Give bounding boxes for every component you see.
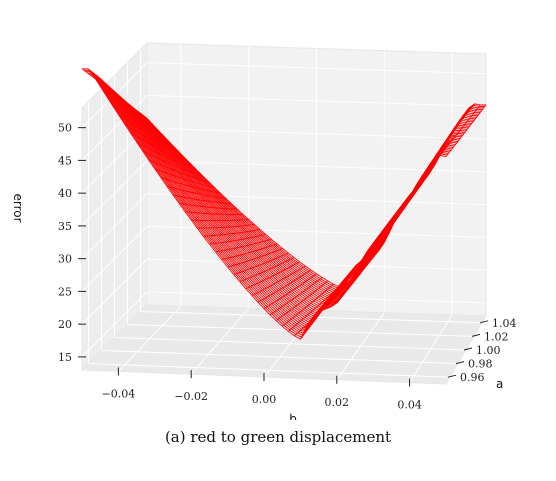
- z-tick-label: 40: [58, 187, 72, 200]
- y-axis-label: a: [496, 377, 503, 391]
- surface-line-b: [300, 273, 351, 340]
- surface-line-b: [439, 104, 481, 156]
- surface-line-b: [197, 224, 255, 229]
- surface-line-b: [263, 273, 317, 309]
- surface-line-b: [191, 219, 249, 222]
- axes-panes: [80, 41, 487, 385]
- y-tick-label: 0.96: [460, 371, 485, 384]
- surface-line-b: [209, 233, 266, 245]
- surface-line-b: [354, 207, 402, 274]
- z-tick-label: 45: [58, 154, 72, 167]
- surface-line-b: [239, 257, 295, 283]
- y-tick: [471, 333, 481, 337]
- surface-line-b: [179, 202, 238, 210]
- y-grid-floor: [114, 337, 467, 351]
- z-tick-label: 15: [58, 351, 72, 364]
- surface-line-b: [221, 243, 278, 260]
- surface-line-b: [269, 277, 323, 316]
- surface-chart: 15 20 25 30 35 40 45 50 −0.04 −0.02 0.00 0.02 0.04 0.…: [11, 41, 517, 420]
- surface-line-b: [433, 103, 476, 162]
- surface-line-b: [185, 211, 243, 215]
- surface-line-b: [403, 142, 447, 208]
- floor-pane: [80, 304, 487, 385]
- surface-line-b: [160, 177, 221, 194]
- z-tick-label: 25: [58, 285, 72, 298]
- surface-line-b: [154, 168, 215, 189]
- surface-line-b: [87, 68, 153, 125]
- surface-line-b: [227, 248, 283, 268]
- surface-line-b: [203, 229, 261, 237]
- y-tick-label: 1.02: [484, 330, 509, 343]
- surface-line-b: [93, 76, 159, 131]
- surface-line-b: [233, 252, 289, 275]
- surface-line-b: [348, 219, 396, 286]
- x-tick-label: 0.00: [252, 393, 277, 406]
- surface-line-b: [112, 104, 176, 149]
- surface-line-b: [148, 159, 210, 183]
- surface-line-b: [245, 261, 300, 290]
- z-tick-label: 20: [58, 318, 72, 331]
- surface-line-b: [275, 280, 329, 321]
- surface-line-b: [342, 231, 391, 296]
- x-tick-label: 0.04: [397, 399, 422, 412]
- z-tick-label: 50: [58, 122, 72, 135]
- z-tick-label: 30: [58, 253, 72, 266]
- x-axis-label: b: [289, 412, 297, 420]
- surface-line-b: [251, 265, 306, 296]
- y-tick-label: 1.00: [476, 344, 501, 357]
- surface-line-b: [257, 269, 312, 303]
- surface-line-b: [130, 132, 193, 166]
- surface-line-b: [106, 95, 170, 143]
- surface-line-b: [142, 150, 204, 178]
- surface-line-b: [118, 114, 182, 155]
- y-tick-label: 1.04: [492, 317, 517, 330]
- z-tick-label: 35: [58, 220, 72, 233]
- surface-line-b: [324, 255, 374, 310]
- surface-line-b: [312, 260, 363, 318]
- surface-line-b: [366, 191, 413, 252]
- surface-line-b: [99, 85, 165, 137]
- surface-line-b: [445, 104, 487, 157]
- surface-line-b: [124, 123, 187, 161]
- y-tick-label: 0.98: [468, 358, 493, 371]
- surface-line-b: [215, 238, 272, 253]
- surface-line-b: [397, 153, 442, 218]
- x-tick-label: 0.02: [325, 396, 350, 409]
- x-tick-label: −0.04: [102, 387, 136, 400]
- y-grid-floor: [101, 350, 459, 365]
- surface-line-b: [281, 283, 334, 327]
- y-tick: [479, 320, 489, 324]
- y-tick: [455, 361, 465, 365]
- surface-line-b: [136, 141, 198, 172]
- surface-line-b: [166, 185, 227, 200]
- surface-line-b: [172, 194, 232, 205]
- y-tick: [447, 374, 457, 378]
- surface-line-b: [427, 107, 470, 169]
- error-surface-wireframe: [81, 68, 487, 340]
- axis-ticks: 15 20 25 30 35 40 45 50 −0.04 −0.02 0.00 0.02 0.04 0.…: [58, 122, 517, 412]
- y-tick: [463, 347, 473, 351]
- z-axis-label: error: [11, 193, 25, 222]
- x-tick-label: −0.02: [174, 390, 208, 403]
- y-grid-floor: [88, 363, 451, 378]
- figure-caption: (a) red to green displacement: [164, 428, 392, 446]
- surface-line-b: [288, 286, 340, 332]
